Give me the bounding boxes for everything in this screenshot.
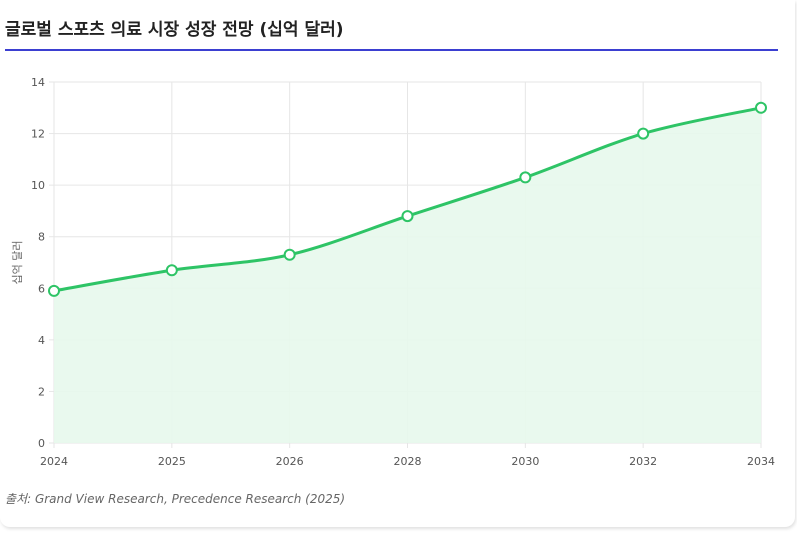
data-point-2028[interactable] <box>401 210 414 223</box>
data-point-2030[interactable] <box>519 171 532 184</box>
x-tick-label: 2028 <box>394 455 422 468</box>
x-axis-ticks: 2024 2025 2026 2028 2030 2032 2034 <box>40 455 775 468</box>
page-title: 글로벌 스포츠 의료 시장 성장 전망 (십억 달러) <box>5 20 344 40</box>
y-tick-label: 14 <box>31 76 45 89</box>
x-tick-label: 2032 <box>629 455 657 468</box>
y-tick-label: 10 <box>31 179 45 192</box>
title-underline <box>5 49 778 51</box>
data-point-2034[interactable] <box>755 101 767 114</box>
x-tick-label: 2030 <box>511 455 539 468</box>
y-tick-label: 8 <box>38 231 45 244</box>
data-point-2025[interactable] <box>165 264 178 277</box>
x-tick-label: 2034 <box>747 455 775 468</box>
y-tick-label: 0 <box>38 437 45 450</box>
x-tick-label: 2024 <box>40 455 68 468</box>
area-fill <box>54 107 761 444</box>
y-axis-ticks: 0 2 4 6 8 10 12 14 <box>31 76 45 450</box>
x-tick-label: 2025 <box>158 455 186 468</box>
y-axis-title: 십억 달러 <box>11 241 24 285</box>
data-point-2032[interactable] <box>637 127 650 140</box>
y-tick-label: 4 <box>38 334 45 347</box>
source-note: 출처: Grand View Research, Precedence Rese… <box>5 492 346 506</box>
line-chart: 0 2 4 6 8 10 12 14 2024 2025 2026 2028 2030 2032 2034… <box>11 76 775 468</box>
data-point-2024[interactable] <box>48 284 60 297</box>
y-tick-label: 12 <box>31 128 45 141</box>
y-tick-label: 2 <box>38 385 45 398</box>
data-points <box>48 101 767 297</box>
data-point-2026[interactable] <box>283 248 296 261</box>
chart-card: 글로벌 스포츠 의료 시장 성장 전망 (십억 달러) 0 2 4 6 8 10 12 14 … <box>5 20 778 506</box>
x-tick-label: 2026 <box>276 455 304 468</box>
y-tick-label: 6 <box>38 282 45 295</box>
